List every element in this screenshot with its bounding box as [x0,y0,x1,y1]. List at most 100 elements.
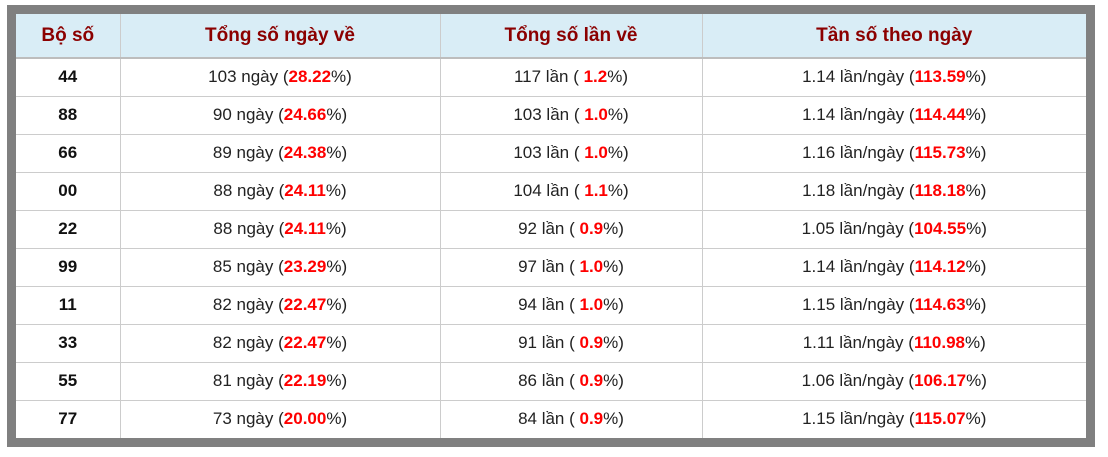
pair-cell: 77 [16,400,121,438]
frequency-text: 1.15 lần/ngày ( [802,295,915,314]
times-text: 91 lần ( [518,333,580,352]
percent-close: %) [603,371,624,390]
percent-close: %) [603,333,624,352]
frequency-text: 1.14 lần/ngày ( [802,67,915,87]
times-percent: 0.9 [579,371,604,390]
percent-close: %) [965,143,987,162]
days-text: 88 ngày ( [213,219,285,238]
percent-close: %) [965,257,987,276]
frequency-text: 1.16 lần/ngày ( [802,143,915,162]
frequency-text: 1.15 lần/ngày ( [802,409,915,429]
times-percent: 0.9 [579,409,604,429]
percent-close: %) [965,295,987,314]
frequency-cell: 1.15 lần/ngày (115.07%) [702,400,1086,438]
frequency-text: 1.05 lần/ngày ( [801,219,915,238]
times-cell: 103 lần ( 1.0%) [440,96,703,135]
days-cell: 82 ngày (22.47%) [120,286,441,325]
frequency-percent: 106.17 [914,371,967,390]
pair-cell: 00 [16,172,121,211]
frequency-cell: 1.06 lần/ngày (106.17%) [702,362,1086,401]
percent-close: %) [603,257,624,276]
frequency-cell: 1.14 lần/ngày (114.44%) [702,96,1086,135]
percent-close: %) [603,409,624,429]
percent-close: %) [326,371,348,390]
times-cell: 117 lần ( 1.2%) [440,58,703,97]
column-header-frequency: Tần số theo ngày [702,14,1086,59]
frequency-percent: 113.59 [914,67,966,87]
frequency-percent: 114.63 [914,295,966,314]
pair-cell: 11 [16,286,121,325]
days-percent: 24.38 [283,143,327,162]
times-percent: 1.2 [583,67,608,87]
days-percent: 24.66 [283,105,327,124]
percent-close: %) [326,295,348,314]
days-text: 82 ngày ( [212,295,284,314]
times-cell: 94 lần ( 1.0%) [440,286,703,325]
days-text: 85 ngày ( [212,257,284,276]
percent-close: %) [607,143,629,162]
days-percent: 22.47 [283,333,327,352]
table-row: 44 103 ngày (28.22%) 117 lần ( 1.2%) 1.1… [16,58,1086,97]
times-text: 97 lần ( [518,257,580,276]
frequency-text: 1.18 lần/ngày ( [802,181,915,200]
pair-cell: 22 [16,210,121,249]
frequency-cell: 1.14 lần/ngày (113.59%) [702,58,1086,97]
frequency-percent: 118.18 [914,181,966,200]
times-cell: 86 lần ( 0.9%) [440,362,703,401]
times-cell: 84 lần ( 0.9%) [440,400,703,438]
times-cell: 104 lần ( 1.1%) [440,172,703,211]
table-row: 11 82 ngày (22.47%) 94 lần ( 1.0%) 1.15 … [16,286,1086,325]
days-cell: 73 ngày (20.00%) [120,400,441,438]
frequency-percent: 114.44 [914,105,966,124]
pair-cell: 33 [16,324,121,363]
lottery-pair-stats-table: Bộ số Tổng số ngày về Tổng số lần về Tần… [16,14,1086,438]
column-header-pair: Bộ số [16,14,121,59]
days-percent: 20.00 [283,409,327,429]
times-percent: 1.0 [579,295,604,314]
days-cell: 85 ngày (23.29%) [120,248,441,287]
times-percent: 1.0 [584,105,608,124]
column-header-days: Tổng số ngày về [120,14,441,59]
days-text: 89 ngày ( [212,143,284,162]
frequency-cell: 1.15 lần/ngày (114.63%) [702,286,1086,325]
frequency-cell: 1.05 lần/ngày (104.55%) [702,210,1086,249]
percent-close: %) [603,219,624,238]
frequency-percent: 115.07 [914,409,966,429]
percent-close: %) [325,219,347,238]
frequency-percent: 115.73 [914,143,966,162]
frequency-percent: 110.98 [913,333,965,352]
percent-close: %) [607,67,629,87]
percent-close: %) [966,371,987,390]
days-cell: 88 ngày (24.11%) [120,210,441,249]
days-percent: 28.22 [288,67,332,87]
table-row: 77 73 ngày (20.00%) 84 lần ( 0.9%) 1.15 … [16,400,1086,438]
times-text: 84 lần ( [518,409,580,429]
days-percent: 24.11 [284,181,326,200]
days-text: 90 ngày ( [212,105,284,124]
percent-close: %) [326,257,348,276]
frequency-text: 1.06 lần/ngày ( [801,371,915,390]
days-cell: 90 ngày (24.66%) [120,96,441,135]
table-row: 33 82 ngày (22.47%) 91 lần ( 0.9%) 1.11 … [16,324,1086,363]
times-text: 94 lần ( [518,295,580,314]
times-cell: 97 lần ( 1.0%) [440,248,703,287]
pair-cell: 44 [16,58,121,97]
times-percent: 1.0 [579,257,604,276]
table-row: 88 90 ngày (24.66%) 103 lần ( 1.0%) 1.14… [16,96,1086,135]
days-percent: 23.29 [283,257,327,276]
times-text: 86 lần ( [518,371,580,390]
times-cell: 92 lần ( 0.9%) [440,210,703,249]
days-text: 82 ngày ( [212,333,284,352]
table-row: 00 88 ngày (24.11%) 104 lần ( 1.1%) 1.18… [16,172,1086,211]
frequency-cell: 1.16 lần/ngày (115.73%) [702,134,1086,173]
pair-cell: 99 [16,248,121,287]
percent-close: %) [326,333,348,352]
frequency-text: 1.11 lần/ngày ( [802,333,914,352]
days-cell: 88 ngày (24.11%) [120,172,441,211]
percent-close: %) [965,181,987,200]
frequency-percent: 114.12 [914,257,966,276]
frequency-percent: 104.55 [914,219,967,238]
pair-cell: 88 [16,96,121,135]
percent-close: %) [965,105,987,124]
days-cell: 103 ngày (28.22%) [120,58,441,97]
